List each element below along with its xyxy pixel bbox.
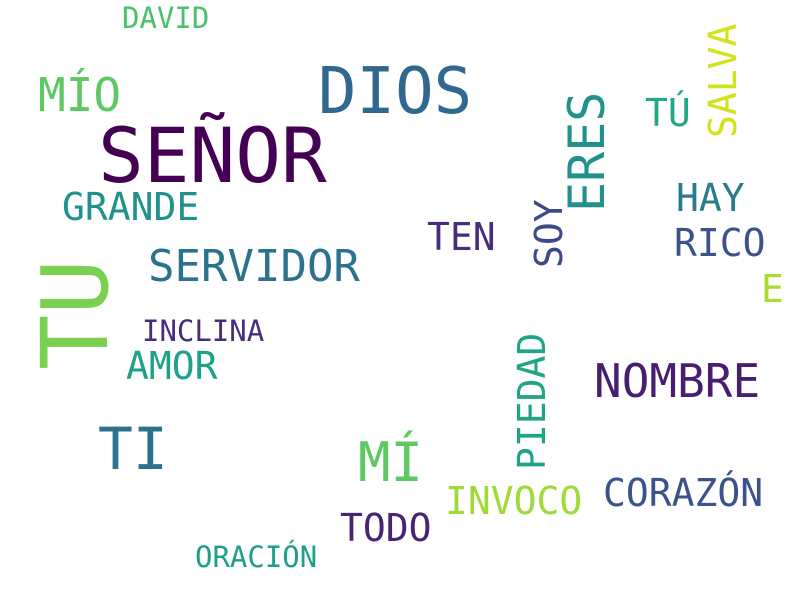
word-corazon: CORAZÓN xyxy=(603,471,764,515)
word-inclina: INCLINA xyxy=(142,314,265,348)
word-hay: HAY xyxy=(676,176,745,220)
word-mio: MÍO xyxy=(38,68,122,122)
word-invoco: INVOCO xyxy=(445,479,583,523)
word-piedad: PIEDAD xyxy=(510,332,554,470)
word-senor: SEÑOR xyxy=(98,111,327,200)
word-eres: ERES xyxy=(558,91,616,212)
word-rico: RICO xyxy=(674,221,766,265)
word-salva: SALVA xyxy=(701,23,745,138)
word-ten: TEN xyxy=(427,215,496,259)
word-tu-accent: TÚ xyxy=(645,91,691,135)
word-tu: TU xyxy=(22,259,129,370)
word-servidor: SERVIDOR xyxy=(148,241,360,292)
word-nombre: NOMBRE xyxy=(594,354,761,408)
word-david: DAVID xyxy=(122,1,210,35)
word-ti: TI xyxy=(98,415,168,483)
word-e: E xyxy=(761,267,784,311)
word-grande: GRANDE xyxy=(62,185,200,229)
word-amor: AMOR xyxy=(126,344,218,388)
word-todo: TODO xyxy=(340,506,432,550)
word-dios: DIOS xyxy=(318,55,473,129)
word-oracion: ORACIÓN xyxy=(195,540,318,574)
word-mi: MÍ xyxy=(358,431,424,494)
word-soy: SOY xyxy=(527,199,571,268)
